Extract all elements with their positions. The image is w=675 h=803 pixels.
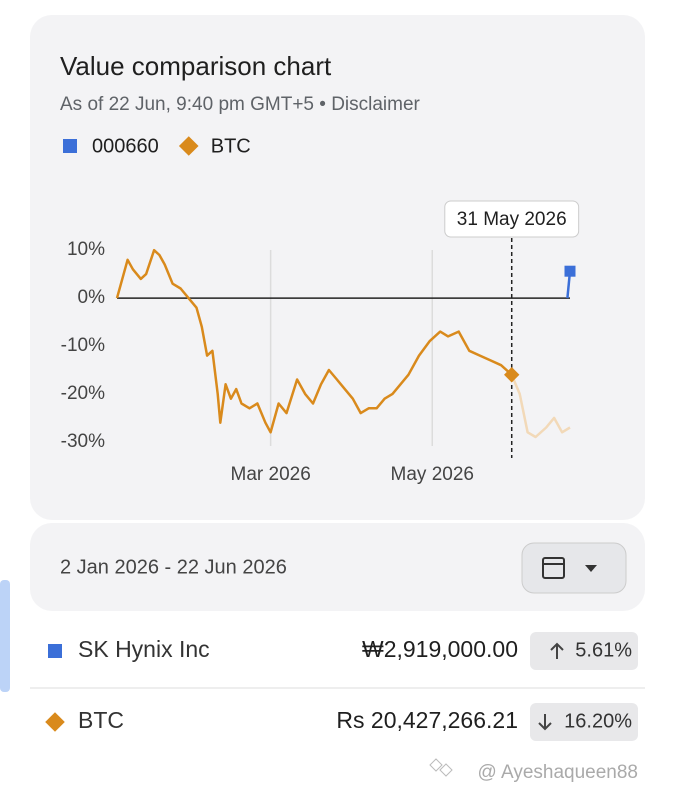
annotation-label: 31 May 2026 <box>457 209 567 230</box>
watermark: @ Ayeshaqueen88 <box>477 762 638 783</box>
side-tab[interactable] <box>0 580 10 692</box>
annotation-box <box>444 200 580 238</box>
row-marker <box>45 712 65 732</box>
legend-marker <box>63 139 77 153</box>
legend-marker <box>178 136 199 156</box>
y-tick-label: -10% <box>61 335 105 356</box>
series-line <box>510 374 571 439</box>
change-chip <box>530 632 638 670</box>
marker <box>564 265 576 277</box>
row-marker <box>48 644 62 658</box>
change-value: 16.20% <box>564 710 632 732</box>
date-range: 2 Jan 2026 - 22 Jun 2026 <box>60 556 287 578</box>
row-price: Rs 20,427,266.21 <box>336 707 518 733</box>
button-bg[interactable] <box>521 542 627 594</box>
calendar-icon[interactable] <box>542 557 565 579</box>
arrow-down <box>538 714 552 731</box>
legend-label[interactable]: 000660 <box>92 135 159 157</box>
row-name[interactable]: BTC <box>78 707 124 733</box>
legend-label[interactable]: BTC <box>211 135 251 157</box>
chart-title: Value comparison chart <box>60 51 332 81</box>
calendar-button[interactable] <box>521 542 627 594</box>
arrow-up <box>550 642 564 659</box>
y-tick-label: 10% <box>67 239 105 260</box>
watermark-logo <box>429 758 453 777</box>
chart-card <box>30 15 645 520</box>
row-name[interactable]: SK Hynix Inc <box>78 636 210 662</box>
y-tick-label: -30% <box>61 431 105 452</box>
chart-subtitle[interactable]: As of 22 Jun, 9:40 pm GMT+5 • Disclaimer <box>60 94 421 115</box>
series-line <box>115 248 513 434</box>
range-card <box>30 523 645 611</box>
change-value: 5.61% <box>575 639 632 661</box>
x-tick-label: May 2026 <box>391 464 474 485</box>
row-price: ₩2,919,000.00 <box>362 636 518 662</box>
y-tick-label: 0% <box>78 287 106 308</box>
dropdown-arrow[interactable] <box>585 565 597 572</box>
x-tick-label: Mar 2026 <box>231 464 311 485</box>
marker <box>504 367 520 383</box>
y-tick-label: -20% <box>61 383 105 404</box>
change-chip <box>530 703 638 741</box>
